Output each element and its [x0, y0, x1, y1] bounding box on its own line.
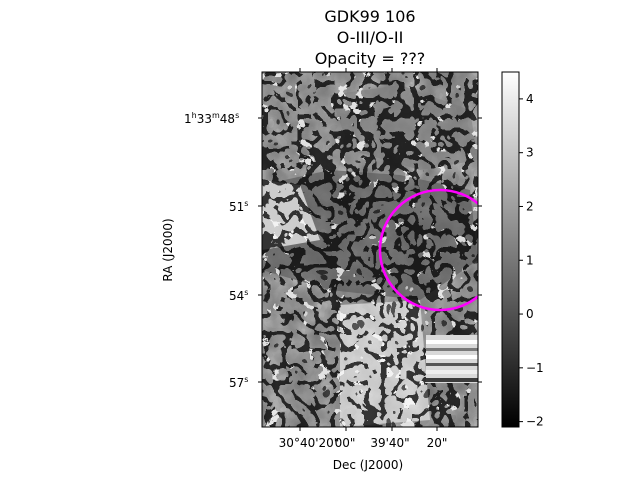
- y-tick-marks: [258, 117, 482, 383]
- y-tick-label-57s: 57s: [229, 375, 248, 390]
- colorbar-tick-label: −1: [526, 361, 544, 375]
- x-axis-label: Dec (J2000): [333, 458, 403, 472]
- colorbar: 4 3 2 1 0 −1 −2: [501, 71, 544, 429]
- opacity-map-image: [262, 72, 478, 427]
- y-tick-label-48s: 1h33m48s: [184, 111, 239, 126]
- figure-title-line-2: O-III/O-II: [336, 28, 404, 47]
- figure-title-line-1: GDK99 106: [324, 7, 416, 26]
- x-tick-label-3: 39'40": [370, 436, 409, 450]
- striped-artifact: [426, 335, 478, 383]
- colorbar-tick-label: 0: [526, 307, 534, 321]
- colorbar-tick-label: −2: [526, 415, 544, 429]
- y-tick-label-51s: 51s: [229, 199, 248, 214]
- region-circle: [378, 188, 478, 312]
- x-tick-label-1: 30°40'20": [279, 436, 340, 450]
- colorbar-tick-label: 3: [526, 146, 534, 160]
- x-tick-marks: [299, 68, 438, 431]
- y-tick-label-54s: 54s: [229, 288, 248, 303]
- colorbar-tick-label: 1: [526, 253, 534, 267]
- y-axis-label: RA (J2000): [161, 218, 175, 281]
- figure-title-line-3: Opacity = ???: [314, 49, 426, 68]
- colorbar-tick-label: 2: [526, 199, 534, 213]
- image-frame: [261, 71, 479, 428]
- colorbar-tick-label: 4: [526, 92, 534, 106]
- x-tick-label-2: 00": [335, 436, 356, 450]
- x-tick-label-4: 20": [427, 436, 448, 450]
- colorbar-gradient: [501, 71, 520, 428]
